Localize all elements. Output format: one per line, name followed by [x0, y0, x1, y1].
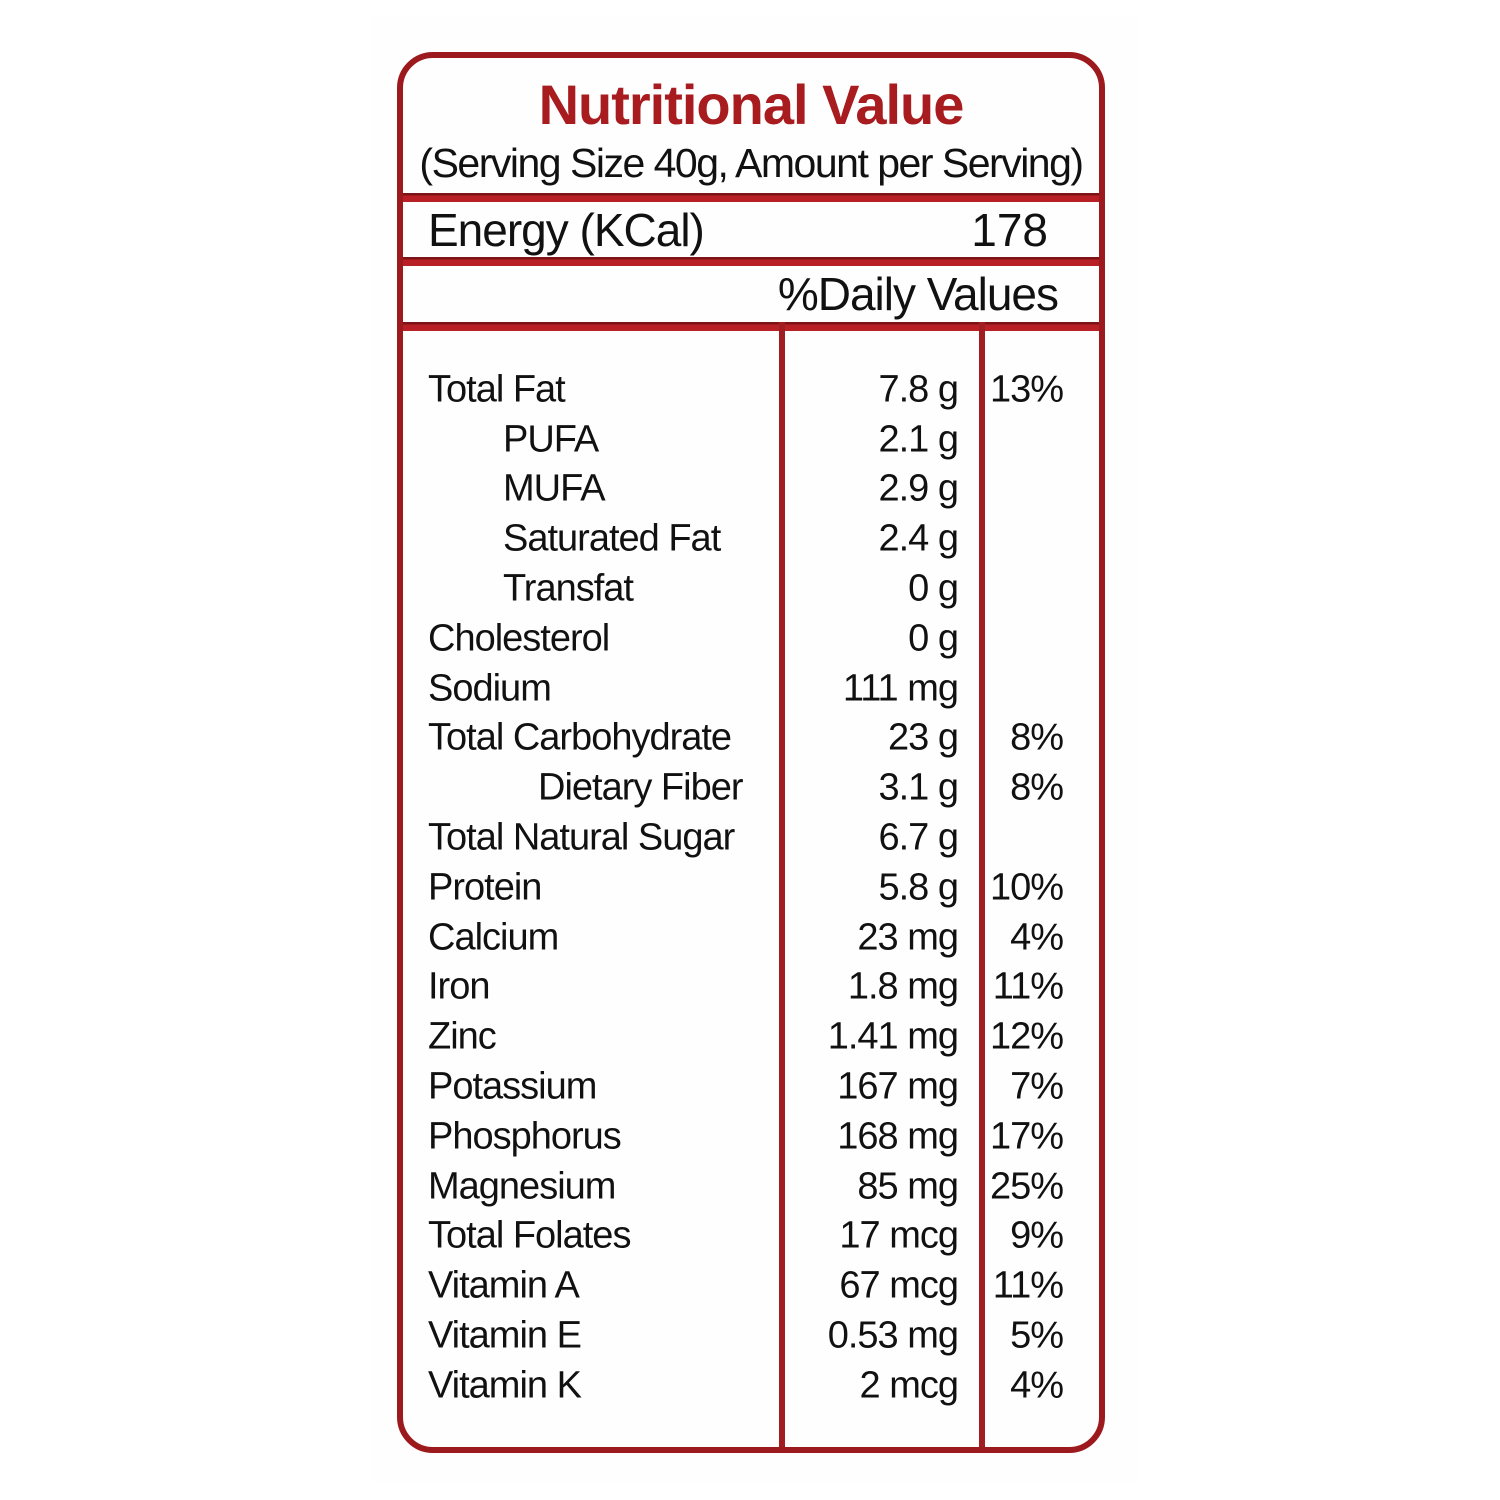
nutrient-row: Magnesium 85 mg 25% [403, 1162, 1099, 1212]
nutrient-row: Total Folates 17 mcg 9% [403, 1212, 1099, 1262]
divider-middle [403, 257, 1099, 266]
nutrient-name: Saturated Fat [503, 517, 721, 560]
nutrient-name: Total Natural Sugar [428, 816, 735, 859]
nutrient-daily-value: 8% [1010, 716, 1064, 759]
nutrient-amount: 1.8 mg [847, 965, 959, 1008]
nutrient-name: Total Fat [428, 368, 566, 411]
nutrient-name: Transfat [503, 567, 634, 610]
nutrient-name: Vitamin A [428, 1264, 580, 1307]
nutrient-amount: 85 mg [857, 1165, 959, 1208]
column-separator-amount [779, 322, 785, 1447]
label-title: Nutritional Value [538, 73, 965, 136]
nutrient-name: Calcium [428, 916, 559, 959]
energy-value: 178 [971, 203, 1048, 256]
nutrient-amount: 0.53 mg [827, 1314, 959, 1357]
nutrient-daily-value: 11% [992, 1264, 1064, 1307]
nutrient-daily-value: 17% [989, 1115, 1064, 1158]
nutrient-name: Vitamin K [428, 1364, 582, 1407]
nutrient-row: Total Carbohydrate 23 g 8% [403, 714, 1099, 764]
nutrient-amount: 1.41 mg [827, 1015, 959, 1058]
nutrient-amount: 17 mcg [839, 1214, 959, 1257]
nutrient-name: Magnesium [428, 1165, 616, 1208]
nutrient-amount: 2.4 g [878, 517, 959, 560]
nutrient-amount: 2.9 g [878, 467, 959, 510]
nutrient-amount: 67 mcg [839, 1264, 959, 1307]
divider-top [403, 193, 1099, 202]
nutrient-amount: 23 g [888, 716, 959, 759]
nutrient-row: Saturated Fat 2.4 g [403, 514, 1099, 564]
daily-values-header: %Daily Values [777, 268, 1059, 320]
nutrient-name: Phosphorus [428, 1115, 622, 1158]
nutrient-name: Protein [428, 866, 542, 909]
nutrient-amount: 7.8 g [878, 368, 959, 411]
nutrient-daily-value: 25% [989, 1165, 1064, 1208]
nutrient-row: PUFA 2.1 g [403, 415, 1099, 465]
nutrient-amount: 167 mg [837, 1065, 959, 1108]
nutrient-name: Cholesterol [428, 617, 610, 660]
nutrient-daily-value: 5% [1010, 1314, 1064, 1357]
nutrient-row: Zinc 1.41 mg 12% [403, 1012, 1099, 1062]
column-separator-daily-value [979, 322, 985, 1447]
nutrient-name: MUFA [503, 467, 606, 510]
nutrient-row: Calcium 23 mg 4% [403, 913, 1099, 963]
nutrient-name: Zinc [428, 1015, 497, 1058]
nutrient-amount: 23 mg [857, 916, 959, 959]
nutrient-row: Potassium 167 mg 7% [403, 1062, 1099, 1112]
nutrient-daily-value: 11% [992, 965, 1064, 1008]
nutrient-row: Phosphorus 168 mg 17% [403, 1112, 1099, 1162]
nutrient-row: Protein 5.8 g 10% [403, 863, 1099, 913]
energy-row: Energy (KCal) 178 [403, 202, 1099, 257]
nutrient-table: Total Fat 7.8 g 13% PUFA 2.1 g MUFA 2.9 g Satur… [403, 365, 1099, 1411]
nutrient-name: Total Folates [428, 1214, 631, 1257]
nutrient-name: Dietary Fiber [538, 766, 743, 809]
energy-label: Energy (KCal) [428, 203, 705, 256]
nutrient-daily-value: 4% [1010, 916, 1064, 959]
nutrient-daily-value: 13% [989, 368, 1064, 411]
nutrient-amount: 0 g [908, 567, 959, 610]
nutrient-name: PUFA [503, 418, 599, 461]
nutrient-row: Total Fat 7.8 g 13% [403, 365, 1099, 415]
nutrient-amount: 111 mg [842, 667, 959, 710]
nutrient-name: Sodium [428, 667, 552, 710]
nutrient-daily-value: 12% [989, 1015, 1064, 1058]
nutrition-label-panel: Nutritional Value (Serving Size 40g, Amo… [397, 52, 1105, 1453]
nutrient-amount: 2 mcg [859, 1364, 959, 1407]
nutrient-row: Transfat 0 g [403, 564, 1099, 614]
nutrient-row: Total Natural Sugar 6.7 g [403, 813, 1099, 863]
nutrient-amount: 0 g [908, 617, 959, 660]
nutrient-name: Vitamin E [428, 1314, 582, 1357]
nutrient-row: Vitamin E 0.53 mg 5% [403, 1311, 1099, 1361]
nutrient-daily-value: 9% [1010, 1214, 1064, 1257]
nutrient-amount: 3.1 g [878, 766, 959, 809]
divider-table-top [403, 322, 1099, 331]
nutrient-amount: 6.7 g [878, 816, 959, 859]
nutrient-row: Dietary Fiber 3.1 g 8% [403, 763, 1099, 813]
nutrient-row: Iron 1.8 mg 11% [403, 963, 1099, 1013]
nutrient-name: Iron [428, 965, 490, 1008]
nutrient-row: Cholesterol 0 g [403, 614, 1099, 664]
serving-size-line: (Serving Size 40g, Amount per Serving) [419, 140, 1084, 186]
nutrient-row: MUFA 2.9 g [403, 465, 1099, 515]
nutrient-name: Total Carbohydrate [428, 716, 732, 759]
nutrient-daily-value: 7% [1010, 1065, 1064, 1108]
nutrient-amount: 168 mg [837, 1115, 959, 1158]
nutrient-daily-value: 4% [1010, 1364, 1064, 1407]
nutrient-amount: 5.8 g [878, 866, 959, 909]
nutrient-amount: 2.1 g [878, 418, 959, 461]
nutrient-daily-value: 8% [1010, 766, 1064, 809]
nutrient-row: Sodium 111 mg [403, 664, 1099, 714]
nutrient-row: Vitamin K 2 mcg 4% [403, 1361, 1099, 1411]
nutrient-row: Vitamin A 67 mcg 11% [403, 1261, 1099, 1311]
nutrient-daily-value: 10% [989, 866, 1064, 909]
nutrient-name: Potassium [428, 1065, 597, 1108]
